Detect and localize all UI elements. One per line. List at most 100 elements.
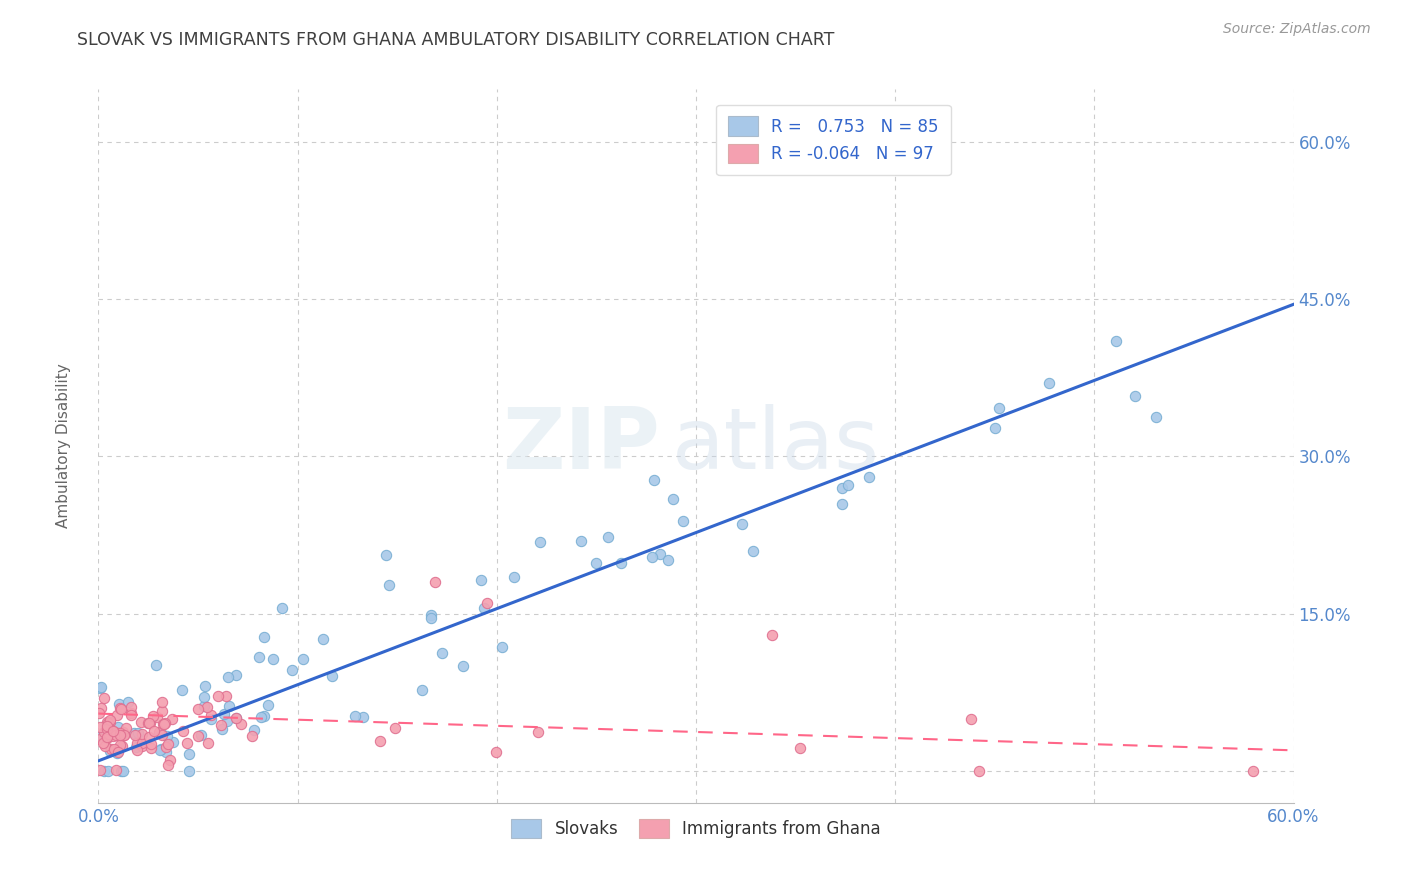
Point [225,711,247,725]
Point [112,725,135,739]
Point [124,728,146,742]
Point [97,716,120,731]
Point [451,659,474,673]
Point [98,743,121,757]
Point [108,728,131,742]
Point [967,764,990,779]
Point [131,726,153,740]
Point [609,557,631,571]
Point [484,745,506,759]
Point [103,741,125,756]
Legend: Slovaks, Immigrants from Ghana: Slovaks, Immigrants from Ghana [502,809,890,848]
Point [107,697,129,711]
Point [831,481,853,495]
Point [585,556,607,570]
Point [96,719,118,733]
Point [215,714,238,729]
Point [491,640,513,655]
Point [93,764,115,779]
Point [502,570,524,584]
Point [370,733,392,747]
Point [321,669,343,683]
Point [136,716,159,731]
Point [131,739,153,754]
Text: ZIP: ZIP [502,404,661,488]
Point [650,548,672,562]
Point [98,724,121,739]
Point [98,714,121,729]
Point [93,690,115,705]
Point [156,729,179,743]
Point [125,739,148,754]
Point [100,742,122,756]
Point [149,743,172,757]
Point [142,724,165,739]
Point [988,401,1011,416]
Point [97,727,120,741]
Point [983,421,1005,435]
Point [120,706,142,720]
Point [527,724,550,739]
Point [96,715,118,730]
Point [150,728,173,742]
Point [761,628,783,642]
Point [831,497,853,511]
Point [1241,764,1264,779]
Point [93,724,115,739]
Point [96,731,118,746]
Point [138,730,160,744]
Point [384,721,406,735]
Point [117,695,139,709]
Point [430,646,453,660]
Point [97,715,120,730]
Point [110,701,132,715]
Point [157,737,180,751]
Point [96,730,118,744]
Point [240,729,263,743]
Point [105,707,128,722]
Point [292,652,315,666]
Point [249,709,271,723]
Point [177,764,200,779]
Point [257,698,280,712]
Point [207,690,229,704]
Point [110,764,132,779]
Point [643,474,665,488]
Point [152,717,174,731]
Point [112,727,135,741]
Point [145,658,167,673]
Point [155,715,177,730]
Point [94,739,117,754]
Point [120,700,142,714]
Point [150,725,173,739]
Point [142,708,165,723]
Point [155,745,177,759]
Point [139,737,162,751]
Point [225,711,247,725]
Point [218,698,240,713]
Point [344,709,367,723]
Point [193,690,215,704]
Point [89,763,111,777]
Point [657,553,679,567]
Point [160,712,183,726]
Point [97,764,120,779]
Point [177,747,200,761]
Point [253,630,276,644]
Point [420,611,443,625]
Point [150,742,173,756]
Point [107,726,129,740]
Point [146,709,169,723]
Point [162,735,184,749]
Point [217,670,239,684]
Point [214,689,236,703]
Point [197,736,219,750]
Point [127,736,149,750]
Point [152,705,174,719]
Point [378,578,401,592]
Point [150,695,173,709]
Text: Ambulatory Disability: Ambulatory Disability [56,364,70,528]
Point [89,681,111,695]
Point [90,701,112,715]
Point [89,732,111,747]
